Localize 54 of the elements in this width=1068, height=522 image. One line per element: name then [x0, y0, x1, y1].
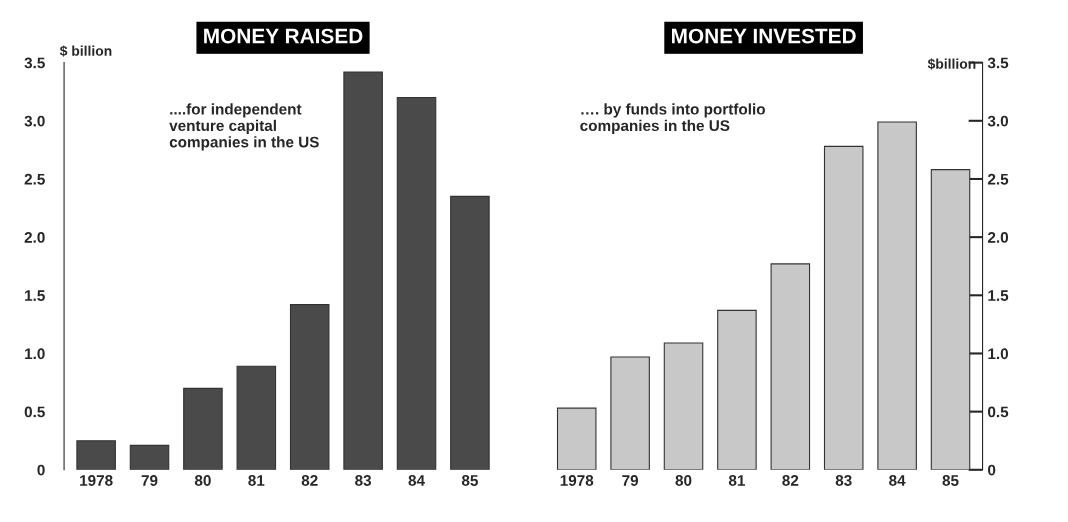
x-tick-label: 85 [942, 475, 959, 486]
y2-tick-label: 1.5 [988, 290, 1009, 301]
y-tick-label: 2.0 [24, 232, 45, 243]
bar [183, 387, 223, 470]
bar [343, 71, 383, 470]
annotation: …. by funds into portfolio companies in the US [580, 103, 765, 135]
y2-tick-label: 3.5 [987, 57, 1009, 69]
bar [663, 342, 704, 470]
y-tick-label: 1.0 [25, 348, 45, 360]
y-tick-label: 0.5 [24, 406, 45, 418]
annotation: ....for independent venture capital companies in the US [169, 103, 319, 151]
x-tick-label: 79 [622, 475, 639, 486]
y-tick-label: 0 [37, 464, 45, 476]
x-tick-label: 85 [461, 475, 478, 486]
x-tick-label: 1978 [80, 475, 113, 486]
y2-tick-label: 0 [988, 464, 996, 476]
y2-tick-label: 2.0 [987, 232, 1009, 243]
x-tick-label: 79 [141, 475, 158, 486]
y2-axis-title: $billion [927, 58, 976, 70]
bar [823, 145, 864, 470]
bar [556, 407, 597, 470]
y2-tick-label: 1.0 [988, 348, 1009, 360]
x-tick-label: 1978 [560, 475, 594, 486]
bar [236, 365, 277, 470]
chart-title: MONEY INVESTED [672, 28, 856, 44]
bar [76, 440, 116, 470]
x-tick-label: 81 [728, 475, 745, 486]
x-tick-label: 80 [675, 475, 692, 486]
bar [450, 195, 490, 470]
y-tick-label: 2.5 [24, 173, 45, 185]
x-tick-label: 83 [835, 475, 852, 486]
bar [396, 96, 437, 470]
y2-tick-label: 3.0 [987, 115, 1009, 127]
x-tick-label: 81 [248, 475, 265, 486]
y2-tick-label: 0.5 [988, 406, 1009, 418]
chart-title: MONEY RAISED [204, 28, 363, 44]
bar [289, 304, 330, 470]
x-tick-label: 82 [301, 475, 318, 486]
x-tick-label: 82 [782, 475, 799, 486]
bar [717, 309, 757, 470]
y-tick-label: 3.0 [24, 115, 45, 127]
bar [129, 444, 170, 470]
bar [770, 263, 811, 470]
bar [610, 356, 650, 470]
bar [930, 169, 971, 470]
x-tick-label: 83 [355, 475, 372, 486]
y-tick-label: 1.5 [25, 290, 45, 301]
bar [877, 121, 917, 470]
x-tick-label: 84 [408, 475, 425, 486]
y2-tick-label: 2.5 [987, 173, 1009, 185]
x-tick-label: 80 [194, 475, 211, 486]
x-tick-label: 84 [889, 475, 906, 486]
y-axis-title: $ billion [59, 45, 112, 57]
y-tick-label: 3.5 [24, 57, 45, 69]
